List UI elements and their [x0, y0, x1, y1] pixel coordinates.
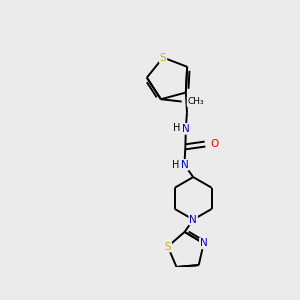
Text: S: S [160, 52, 166, 62]
Text: N: N [189, 214, 197, 225]
Text: H: H [173, 123, 181, 133]
Text: H: H [172, 160, 179, 170]
Text: N: N [200, 238, 208, 248]
Text: N: N [181, 160, 188, 170]
Text: N: N [182, 124, 190, 134]
Text: S: S [164, 242, 171, 251]
Text: O: O [210, 139, 218, 149]
Text: CH₃: CH₃ [188, 97, 204, 106]
